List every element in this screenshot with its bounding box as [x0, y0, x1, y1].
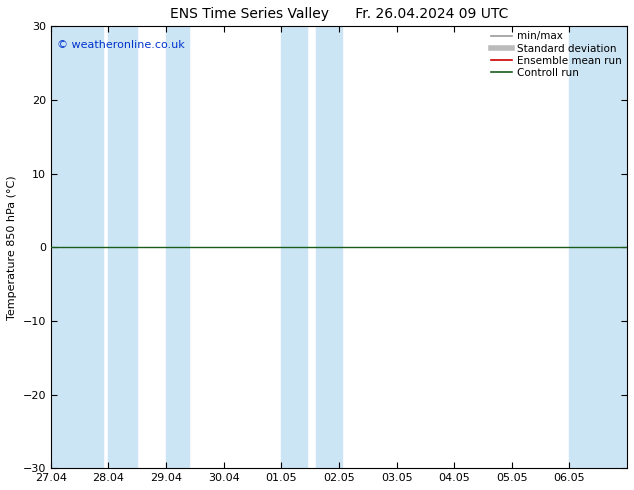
Bar: [281, 26, 307, 468]
Bar: [316, 26, 342, 468]
Bar: [166, 26, 189, 468]
Title: ENS Time Series Valley      Fr. 26.04.2024 09 UTC: ENS Time Series Valley Fr. 26.04.2024 09…: [170, 7, 508, 21]
Legend: min/max, Standard deviation, Ensemble mean run, Controll run: min/max, Standard deviation, Ensemble me…: [491, 31, 622, 78]
Text: © weatheronline.co.uk: © weatheronline.co.uk: [56, 40, 184, 49]
Bar: [108, 26, 138, 468]
Y-axis label: Temperature 850 hPa (°C): Temperature 850 hPa (°C): [7, 175, 17, 319]
Bar: [569, 26, 627, 468]
Bar: [51, 26, 103, 468]
